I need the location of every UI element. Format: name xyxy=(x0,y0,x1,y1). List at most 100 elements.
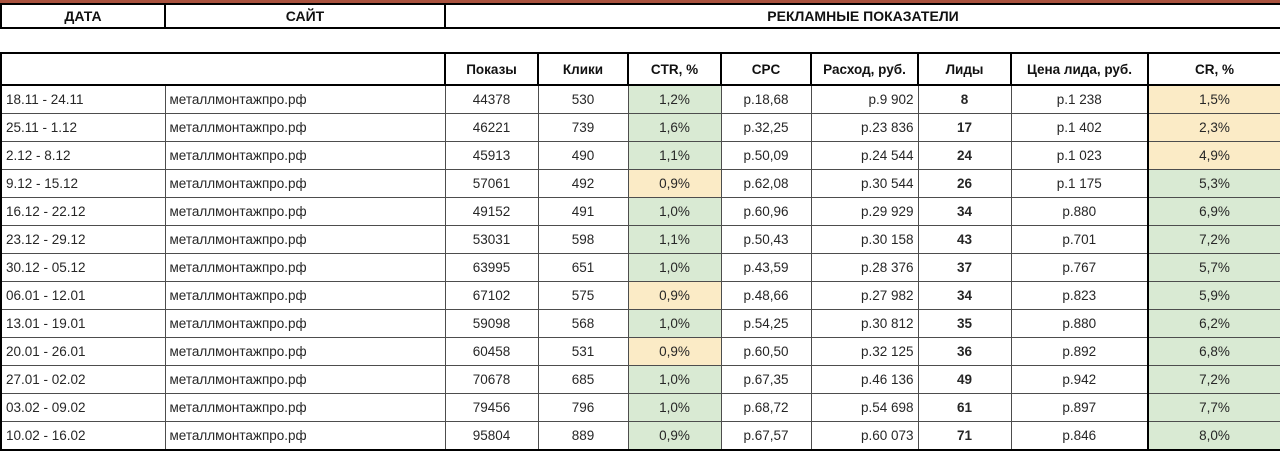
table-row: 23.12 - 29.12 металлмонтажпро.рф 53031 598 1… xyxy=(0,225,1280,254)
cell-cpc: р.60,96 xyxy=(720,197,812,227)
cell-leads: 8 xyxy=(917,84,1012,115)
metrics-header-row: Показы Клики CTR, % CPC Расход, руб. Лид… xyxy=(0,52,1280,86)
cell-impressions: 70678 xyxy=(444,364,539,394)
cell-cr: 6,8% xyxy=(1147,336,1280,366)
cell-site: металлмонтажпро.рф xyxy=(164,113,446,143)
cell-cpc: р.50,43 xyxy=(720,225,812,254)
cell-clicks: 685 xyxy=(537,364,629,394)
cell-ctr: 1,6% xyxy=(627,113,722,143)
cell-date: 2.12 - 8.12 xyxy=(0,141,166,171)
cell-impressions: 44378 xyxy=(444,84,539,115)
cell-site: металлмонтажпро.рф xyxy=(164,364,446,394)
cell-date: 9.12 - 15.12 xyxy=(0,169,166,199)
cell-spend: р.46 136 xyxy=(810,364,919,394)
cell-lead-price: р.1 175 xyxy=(1010,169,1149,199)
cell-cpc: р.62,08 xyxy=(720,169,812,199)
cell-cr: 2,3% xyxy=(1147,113,1280,143)
cell-lead-price: р.1 402 xyxy=(1010,113,1149,143)
cr-column-header: CR, % xyxy=(1147,52,1280,86)
cell-site: металлмонтажпро.рф xyxy=(164,169,446,199)
banner-metrics-header: РЕКЛАМНЫЕ ПОКАЗАТЕЛИ xyxy=(444,3,1280,29)
cell-lead-price: р.1 238 xyxy=(1010,84,1149,115)
top-accent-line xyxy=(0,0,1280,3)
cell-cpc: р.32,25 xyxy=(720,113,812,143)
cell-lead-price: р.942 xyxy=(1010,364,1149,394)
cell-ctr: 0,9% xyxy=(627,420,722,451)
cell-leads: 61 xyxy=(917,392,1012,422)
cell-clicks: 651 xyxy=(537,253,629,282)
cell-impressions: 67102 xyxy=(444,280,539,310)
cell-date: 16.12 - 22.12 xyxy=(0,197,166,227)
cell-cpc: р.68,72 xyxy=(720,392,812,422)
cell-spend: р.30 158 xyxy=(810,225,919,254)
cell-lead-price: р.892 xyxy=(1010,336,1149,366)
cell-date: 23.12 - 29.12 xyxy=(0,225,166,254)
cell-lead-price: р.897 xyxy=(1010,392,1149,422)
cell-impressions: 59098 xyxy=(444,308,539,338)
cell-ctr: 1,0% xyxy=(627,197,722,227)
ctr-column-header: CTR, % xyxy=(627,52,722,86)
cell-cr: 6,9% xyxy=(1147,197,1280,227)
table-row: 03.02 - 09.02 металлмонтажпро.рф 79456 796 1… xyxy=(0,392,1280,422)
cell-site: металлмонтажпро.рф xyxy=(164,225,446,254)
cell-cpc: р.18,68 xyxy=(720,84,812,115)
cell-date: 30.12 - 05.12 xyxy=(0,253,166,282)
cell-impressions: 63995 xyxy=(444,253,539,282)
cell-cr: 7,2% xyxy=(1147,364,1280,394)
cell-date: 10.02 - 16.02 xyxy=(0,420,166,451)
cell-spend: р.32 125 xyxy=(810,336,919,366)
banner-header-table: ДАТА САЙТ РЕКЛАМНЫЕ ПОКАЗАТЕЛИ xyxy=(0,3,1280,29)
cell-cpc: р.48,66 xyxy=(720,280,812,310)
cell-spend: р.29 929 xyxy=(810,197,919,227)
cell-site: металлмонтажпро.рф xyxy=(164,336,446,366)
cell-spend: р.28 376 xyxy=(810,253,919,282)
cell-lead-price: р.767 xyxy=(1010,253,1149,282)
cell-spend: р.60 073 xyxy=(810,420,919,451)
cell-clicks: 598 xyxy=(537,225,629,254)
cell-clicks: 531 xyxy=(537,336,629,366)
cell-ctr: 1,0% xyxy=(627,392,722,422)
banner-site-header: САЙТ xyxy=(164,3,446,29)
cell-leads: 35 xyxy=(917,308,1012,338)
cell-leads: 71 xyxy=(917,420,1012,451)
cell-lead-price: р.880 xyxy=(1010,308,1149,338)
cell-impressions: 46221 xyxy=(444,113,539,143)
cell-ctr: 0,9% xyxy=(627,336,722,366)
table-row: 13.01 - 19.01 металлмонтажпро.рф 59098 568 1… xyxy=(0,308,1280,338)
cell-leads: 34 xyxy=(917,197,1012,227)
cell-impressions: 95804 xyxy=(444,420,539,451)
table-row: 10.02 - 16.02 металлмонтажпро.рф 95804 889 0… xyxy=(0,420,1280,451)
cell-cr: 5,3% xyxy=(1147,169,1280,199)
table-row: 25.11 - 1.12 металлмонтажпро.рф 46221 739 1,… xyxy=(0,113,1280,143)
cell-impressions: 79456 xyxy=(444,392,539,422)
cell-ctr: 0,9% xyxy=(627,169,722,199)
table-row: 18.11 - 24.11 металлмонтажпро.рф 44378 530 1… xyxy=(0,84,1280,115)
cell-cpc: р.67,57 xyxy=(720,420,812,451)
cell-spend: р.23 836 xyxy=(810,113,919,143)
cell-leads: 36 xyxy=(917,336,1012,366)
table-row: 16.12 - 22.12 металлмонтажпро.рф 49152 491 1… xyxy=(0,197,1280,227)
cell-site: металлмонтажпро.рф xyxy=(164,141,446,171)
cell-date: 27.01 - 02.02 xyxy=(0,364,166,394)
cell-cr: 5,7% xyxy=(1147,253,1280,282)
cell-site: металлмонтажпро.рф xyxy=(164,280,446,310)
cell-impressions: 57061 xyxy=(444,169,539,199)
cell-date: 13.01 - 19.01 xyxy=(0,308,166,338)
cell-clicks: 739 xyxy=(537,113,629,143)
cell-spend: р.30 544 xyxy=(810,169,919,199)
cell-leads: 26 xyxy=(917,169,1012,199)
table-row: 2.12 - 8.12 металлмонтажпро.рф 45913 490 1,1… xyxy=(0,141,1280,171)
cell-cpc: р.54,25 xyxy=(720,308,812,338)
cell-clicks: 575 xyxy=(537,280,629,310)
cell-site: металлмонтажпро.рф xyxy=(164,420,446,451)
cell-date: 03.02 - 09.02 xyxy=(0,392,166,422)
cell-clicks: 490 xyxy=(537,141,629,171)
cell-date: 18.11 - 24.11 xyxy=(0,84,166,115)
cell-lead-price: р.1 023 xyxy=(1010,141,1149,171)
cell-spend: р.54 698 xyxy=(810,392,919,422)
cell-ctr: 0,9% xyxy=(627,280,722,310)
leads-column-header: Лиды xyxy=(917,52,1012,86)
impressions-column-header: Показы xyxy=(444,52,539,86)
cell-leads: 37 xyxy=(917,253,1012,282)
